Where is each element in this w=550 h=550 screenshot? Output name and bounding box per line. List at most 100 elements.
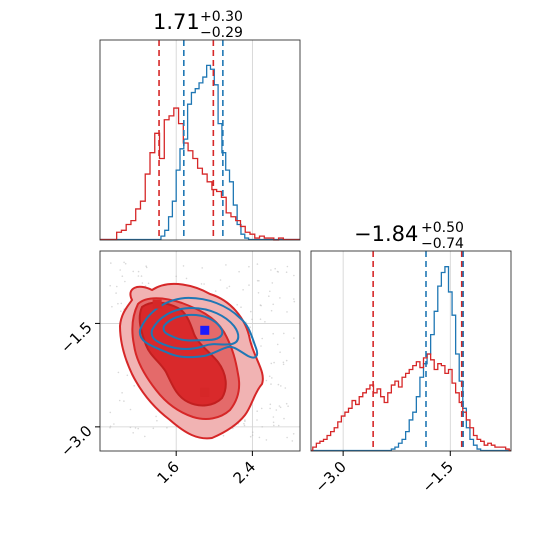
joint-sample-point [145,265,147,268]
joint-sample-point [140,275,143,277]
joint-sample-point [129,408,132,411]
joint-sample-point [293,298,295,300]
joint-sample-point [250,310,252,313]
joint-sample-point [265,439,268,441]
joint-sample-point [124,262,127,265]
joint-sample-point [232,427,234,430]
joint-sample-point [120,302,123,305]
joint-sample-point [123,261,125,264]
joint-sample-point [147,282,150,285]
joint-sample-point [240,306,242,309]
red-contour-inner [138,301,227,407]
blue-contour-middle [150,306,240,350]
joint-sample-point [279,406,282,409]
joint-sample-point [270,362,273,365]
joint-sample-point [113,423,115,425]
joint-sample-point [134,427,137,429]
joint-sample-point [261,337,264,340]
joint-sample-point [137,275,140,277]
joint-sample-point [257,292,260,294]
panel-marginal-x-quantile-lines [158,40,224,240]
joint-sample-point [119,269,121,271]
joint-sample-point [182,265,185,267]
panel-marginal-y-frame [310,250,512,452]
title-x-value: 1.71 [153,10,200,34]
joint-sample-point [144,435,146,438]
joint-sample-point [273,424,275,427]
joint-sample-point [175,275,177,278]
joint-sample-point [141,282,144,284]
joint-sample-point [260,407,263,410]
joint-sample-point [248,265,250,268]
joint-sample-point [256,279,259,282]
joint-sample-point [242,289,244,291]
joint-sample-point [269,403,272,406]
title-y-minus: −0.74 [421,236,464,252]
panel-marginal-x-histograms [100,64,300,241]
joint-sample-point [293,274,295,277]
blue-contours [138,296,259,359]
joint-sample-point [201,267,203,269]
joint-sample-point [285,359,288,362]
joint-sample-point [283,332,285,335]
marginal-y-histogram-series-2 [311,353,511,452]
joint-sample-point [270,309,273,312]
joint-sample-point [214,290,217,292]
joint-sample-point [264,321,266,323]
marginal-x-histogram-series-2 [100,107,300,241]
joint-sample-point [244,419,246,421]
panel-marginal-x: 1.71 +0.30 −0.29 [99,9,301,241]
joint-sample-point [137,427,139,430]
joint-sample-point [256,419,258,421]
joint-sample-point [293,300,296,303]
panel-joint-markers [152,299,210,397]
title-x-minus: −0.29 [200,25,243,41]
joint-sample-point [111,305,113,308]
joint-sample-point [129,426,132,429]
joint-sample-point [275,409,278,411]
joint-sample-point [268,375,271,378]
joint-sample-point [226,287,228,289]
joint-sample-point [120,310,122,313]
joint-sample-point [225,264,227,266]
joint-sample-point [251,434,254,437]
joint-x-tick-label: 1.6 [153,458,183,488]
joint-sample-point [271,377,273,379]
joint-sample-point [166,427,168,429]
joint-sample-point [256,263,259,265]
joint-sample-point [118,399,121,402]
joint-sample-point [251,431,254,434]
joint-sample-point [132,432,134,434]
joint-sample-point [132,270,134,273]
joint-sample-point [272,416,275,418]
joint-sample-point [280,385,282,387]
joint-sample-point [291,440,294,442]
joint-sample-point [260,345,262,347]
joint-sample-point [200,283,203,285]
joint-sample-point [293,337,295,339]
title-y-plus: +0.50 [421,220,464,236]
joint-sample-point [109,425,112,428]
joint-sample-point [277,383,280,386]
joint-sample-point [278,405,281,407]
joint-y-tick-label: −1.5 [57,318,95,356]
joint-sample-point [273,361,275,364]
joint-sample-point [274,267,277,270]
joint-sample-point [145,266,148,269]
joint-sample-point [272,421,275,424]
joint-sample-point [279,351,281,354]
joint-sample-point [268,295,270,298]
joint-sample-point [282,363,285,366]
joint-sample-point [117,371,120,374]
panel-marginal-x-frame [99,39,301,241]
joint-sample-point [285,271,288,274]
panel-marginal-y-histograms [311,266,511,452]
joint-y-tick-label: −3.0 [57,422,95,460]
joint-sample-point [256,410,259,413]
joint-sample-point [219,279,222,281]
joint-sample-point [276,270,279,273]
joint-red-marker [200,387,210,397]
joint-sample-point [286,265,289,268]
joint-red-marker [152,299,162,309]
